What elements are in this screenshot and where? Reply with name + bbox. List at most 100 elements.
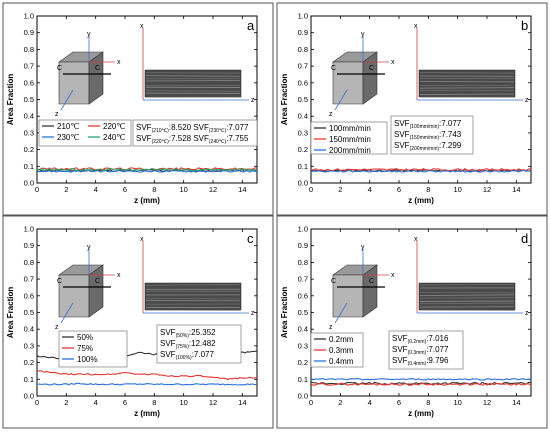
- cube-front-face: [58, 61, 90, 105]
- svf-subscript: (210℃): [152, 128, 170, 134]
- cube-front-face: [58, 274, 90, 318]
- svf-value: SVF(50%):25.352: [160, 328, 216, 339]
- micrograph-streak: [145, 284, 241, 286]
- chart-panel-d: 0.0 0.1 0.2 0.3 0.4 0.5 0.6 0.7 0.8 0.9 1.0 0 2 4 6 8 10…: [276, 215, 548, 429]
- svf-value: SVF(0.2mm):7.016: [392, 334, 449, 345]
- svf-prefix: SVF: [160, 339, 176, 348]
- micrograph-inset: xz: [140, 23, 255, 104]
- svf-number: :7.077: [439, 119, 462, 128]
- series-line-2: [36, 169, 258, 173]
- x-axis-label: x: [391, 272, 395, 279]
- x-tick-label: 14: [238, 185, 246, 194]
- legend-label: 50%: [77, 333, 93, 342]
- svf-number: :7.077: [426, 345, 449, 354]
- svf-subscript: (150mm/min): [410, 135, 440, 141]
- x-tick-label: 8: [426, 185, 430, 194]
- y-tick-label: 0.2: [298, 145, 308, 154]
- y-tick-label: 0.6: [298, 291, 308, 300]
- y-tick-label: 1.0: [298, 225, 308, 234]
- x-tick-label: 6: [123, 185, 127, 194]
- x-tick-label: 4: [94, 398, 98, 407]
- x-tick-label: 6: [397, 185, 401, 194]
- x-tick-label: 12: [483, 185, 491, 194]
- svf-prefix: SVF: [394, 130, 410, 139]
- svf-subscript: (50%): [176, 333, 190, 339]
- legend: 100mm/min 150mm/min 200mm/min: [310, 121, 388, 155]
- y-tick-label: 0.1: [298, 375, 308, 384]
- y-tick-label: 0.9: [24, 241, 34, 250]
- micrograph-streak: [145, 80, 241, 82]
- y-tick-label: 0.4: [24, 325, 34, 334]
- series-line-1: [311, 168, 532, 172]
- svf-prefix: SVF: [193, 134, 209, 143]
- micrograph-streak: [419, 72, 515, 74]
- x-tick-label: 10: [453, 398, 461, 407]
- section-label-left: C: [57, 278, 62, 285]
- series-line-2: [310, 169, 532, 173]
- x-tick-label: 12: [209, 398, 217, 407]
- svf-value: SVF(220℃):7.528 SVF(240℃):7.755: [136, 134, 249, 145]
- svf-prefix: SVF: [394, 119, 410, 128]
- svf-box-frame: [388, 330, 464, 370]
- micrograph-x-label: x: [414, 23, 418, 30]
- svf-prefix: SVF: [392, 334, 408, 343]
- micrograph-streak: [419, 302, 515, 305]
- y-tick-label: 0.8: [24, 45, 34, 54]
- section-label-right: C: [369, 65, 374, 72]
- x-tick-label: 10: [179, 185, 187, 194]
- svf-subscript: (100%): [176, 355, 192, 361]
- y-tick-label: 0.2: [24, 145, 34, 154]
- svf-prefix: SVF: [193, 123, 209, 132]
- y-tick-label: 0.1: [24, 162, 34, 171]
- x-tick-label: 0: [35, 398, 39, 407]
- x-axis-title: z (mm): [408, 196, 434, 205]
- svf-number: :12.482: [189, 339, 216, 348]
- y-tick-label: 0.4: [298, 112, 308, 121]
- x-tick-label: 10: [453, 185, 461, 194]
- svf-number: :7.528: [169, 134, 193, 143]
- x-axis-label: x: [117, 59, 121, 66]
- y-axis-title: Area Fraction: [280, 287, 289, 339]
- legend-label: 220℃: [103, 122, 125, 131]
- svf-prefix: SVF: [392, 356, 408, 365]
- x-tick-label: 6: [123, 398, 127, 407]
- legend-box: [38, 119, 132, 147]
- legend-label: 210℃: [57, 122, 79, 131]
- micrograph-inset: xz: [414, 23, 529, 104]
- legend: 210℃ 220℃ 230℃ 240℃: [38, 119, 132, 147]
- micrograph-streak: [145, 72, 241, 74]
- y-tick-label: 0.9: [24, 28, 34, 37]
- x-axis-label: x: [117, 272, 121, 279]
- svf-value: SVF(150mm/min):7.743: [394, 130, 462, 141]
- panel-frame: [2, 215, 274, 429]
- svf-number: :7.016: [426, 334, 449, 343]
- y-tick-label: 0.9: [298, 241, 308, 250]
- svf-prefix: SVF: [394, 141, 410, 150]
- chart-panel-b: 0.0 0.1 0.2 0.3 0.4 0.5 0.6 0.7 0.8 0.9 1.0 0 2 4 6 8 10…: [276, 2, 548, 216]
- svf-subscript: (220℃): [152, 139, 170, 145]
- micrograph-z-label: z: [525, 310, 529, 317]
- svf-subscript: (0.2mm): [408, 339, 427, 345]
- svf-value: SVF(100mm/min):7.077: [394, 119, 462, 130]
- y-axis-title: Area Fraction: [280, 74, 289, 126]
- cube-front-face: [332, 61, 364, 105]
- x-tick-label: 8: [152, 398, 156, 407]
- y-tick-label: 1.0: [24, 12, 34, 21]
- svf-number: :7.755: [226, 134, 249, 143]
- y-tick-label: 0.7: [24, 275, 34, 284]
- x-tick-label: 4: [94, 185, 98, 194]
- y-tick-label: 0.7: [298, 275, 308, 284]
- x-tick-label: 2: [338, 398, 342, 407]
- z-axis-arrow: [334, 302, 348, 324]
- svf-subscript: (230℃): [209, 128, 227, 134]
- x-tick-label: 12: [483, 398, 491, 407]
- cube-side-face: [88, 264, 104, 318]
- legend-label: 240℃: [103, 133, 125, 142]
- micrograph-z-label: z: [251, 310, 255, 317]
- x-tick-label: 8: [152, 185, 156, 194]
- legend: 0.2mm 0.3mm 0.4mm: [310, 332, 364, 368]
- legend-label: 100%: [77, 355, 97, 364]
- svf-number: :8.520: [169, 123, 193, 132]
- svf-number: :7.077: [226, 123, 249, 132]
- specimen-cube-diagram: C Cy x z: [55, 244, 121, 331]
